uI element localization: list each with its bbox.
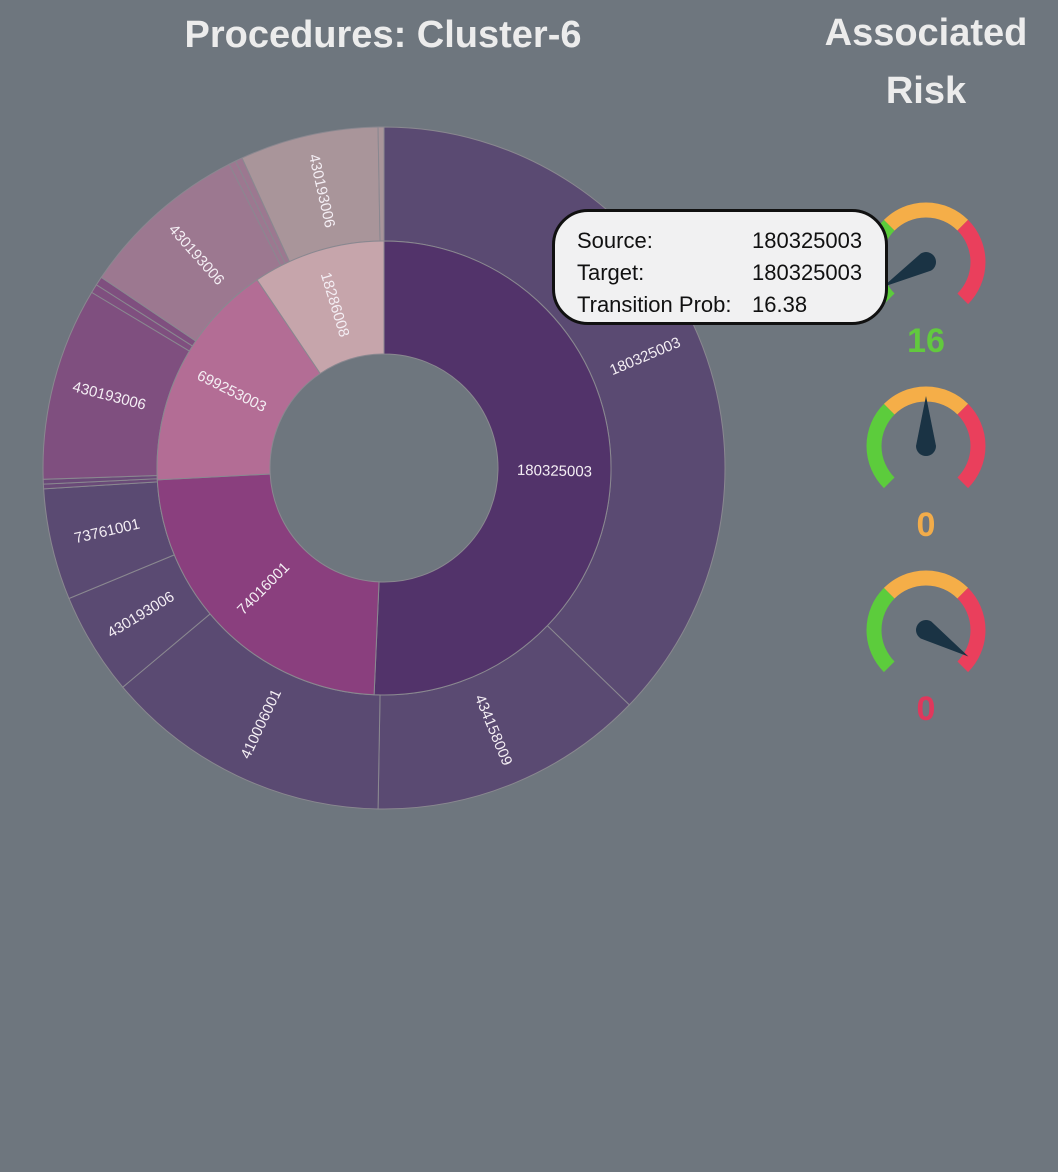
- tooltip-prob-row: Transition Prob: 16.38: [577, 289, 885, 321]
- tooltip-prob-value: 16.38: [752, 292, 808, 317]
- tooltip-target-label: Target:: [577, 260, 645, 285]
- gauge-2-needle: [916, 620, 969, 657]
- gauge-2-value: 0: [916, 690, 936, 728]
- gauge-1-orange-band: [883, 386, 969, 415]
- risk-title-line2: Risk: [885, 70, 967, 112]
- tooltip-source-value: 180325003: [752, 228, 863, 253]
- gauge-1-green-band: [866, 403, 895, 489]
- gauge-0-needle: [882, 252, 936, 287]
- inner-ring-label-0: 180325003: [517, 462, 592, 481]
- tooltip-source-label: Source:: [577, 228, 653, 253]
- associated-risk-title: Associated Risk: [812, 4, 1040, 120]
- tooltip-prob-label: Transition Prob:: [577, 292, 732, 317]
- tooltip-target-row: Target: 180325003: [577, 257, 885, 289]
- tooltip-target-value: 180325003: [752, 260, 863, 285]
- chart-title: Procedures: Cluster-6: [184, 14, 582, 56]
- gauge-0-value: 16: [907, 322, 945, 360]
- inner-ring-segment-2[interactable]: [156, 279, 321, 481]
- gauge-1-red-band: [957, 403, 986, 489]
- gauge-0-orange-band: [883, 202, 969, 231]
- gauge-2-green-band: [866, 587, 895, 673]
- inner-ring-segment-1[interactable]: [156, 473, 380, 696]
- gauge-1-needle: [916, 396, 936, 456]
- transition-tooltip: Source: 180325003 Target: 180325003 Tran…: [552, 209, 888, 325]
- tooltip-source-row: Source: 180325003: [577, 225, 885, 257]
- gauge-2-orange-band: [883, 570, 969, 599]
- inner-ring-segment-0[interactable]: [373, 240, 612, 696]
- gauge-0-red-band: [957, 219, 986, 305]
- inner-ring-segment-3[interactable]: [256, 240, 385, 375]
- risk-title-line1: Associated: [824, 12, 1028, 54]
- gauge-1-value: 0: [916, 506, 936, 544]
- gauge-2-red-band: [957, 587, 986, 673]
